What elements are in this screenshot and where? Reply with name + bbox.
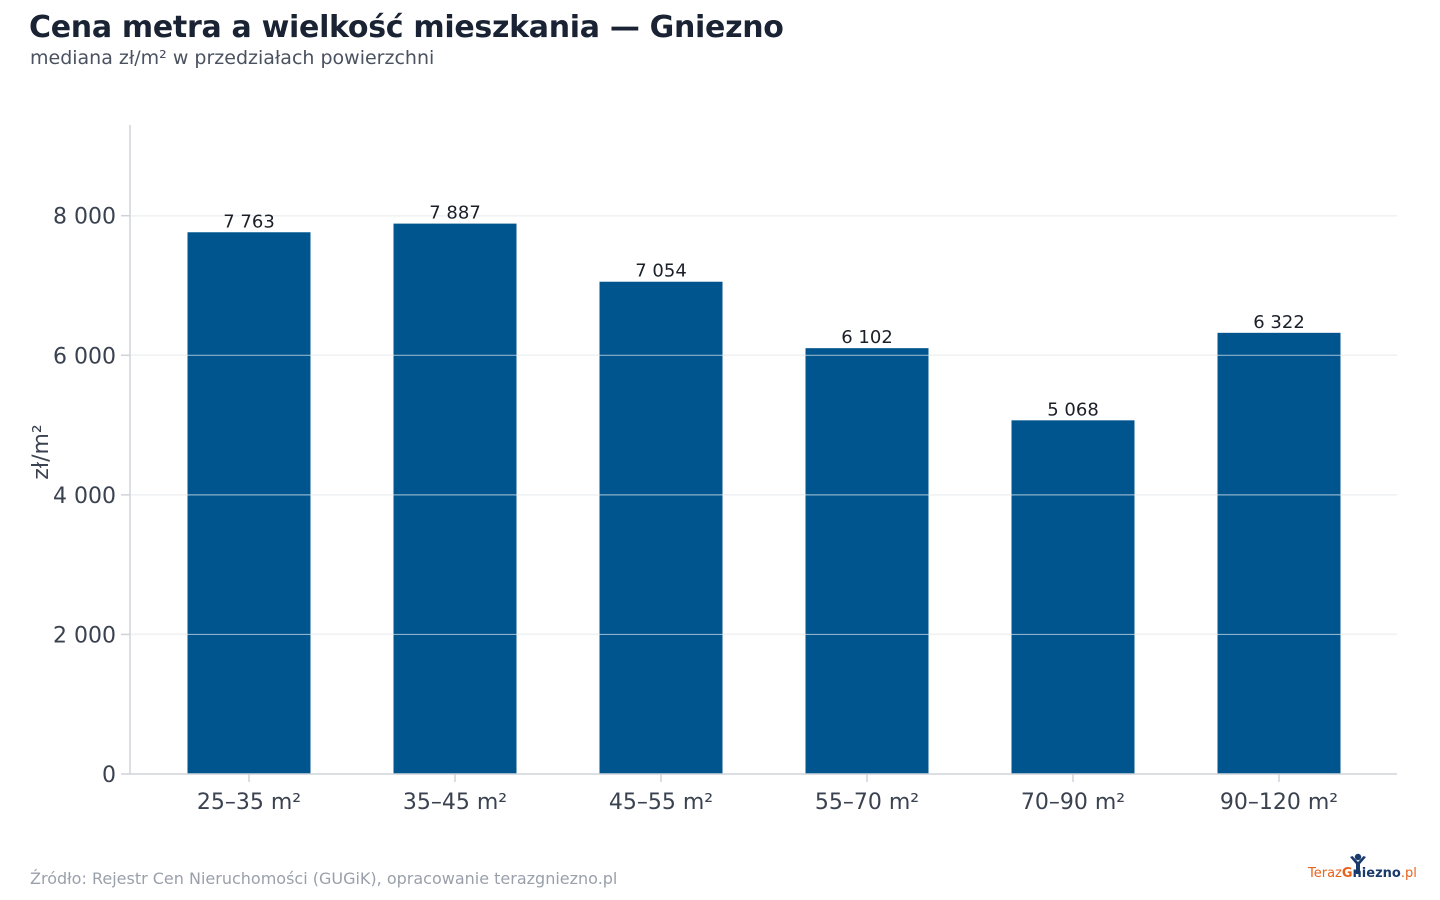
bars	[130, 215, 1397, 774]
logo-text-g: G	[1341, 866, 1353, 881]
bar	[1217, 332, 1341, 774]
logo-text: TerazGniezno.pl	[1308, 866, 1417, 881]
y-tick-label: 6 000	[53, 344, 116, 369]
data-labels: 7 763 7 887 7 054 6 102 5 068 6 322	[223, 203, 1305, 421]
person-raised-arms-icon	[1350, 853, 1366, 874]
bar	[187, 232, 311, 774]
x-tick-label: 55–70 m²	[815, 790, 919, 815]
chart-subtitle: mediana zł/m² w przedziałach powierzchni	[30, 47, 435, 69]
x-tick-label: 35–45 m²	[403, 790, 507, 815]
logo-text-pl: .pl	[1400, 866, 1417, 881]
source-note: Źródło: Rejestr Cen Nieruchomości (GUGiK…	[30, 869, 618, 888]
x-tick-label: 25–35 m²	[197, 790, 301, 815]
bar	[1011, 420, 1135, 774]
data-label: 7 887	[429, 203, 481, 224]
data-label: 7 763	[223, 211, 275, 232]
logo-text-niezno: niezno	[1352, 866, 1401, 881]
bar	[805, 348, 929, 774]
x-tick-label: 90–120 m²	[1220, 790, 1338, 815]
data-label: 6 102	[841, 327, 893, 348]
bar	[599, 281, 723, 774]
gridlines	[130, 214, 1397, 636]
axes: 0 2 000 4 000 6 000 8 000 25–35 m² 35–45 m² 45–…	[53, 125, 1397, 815]
data-label: 7 054	[635, 261, 687, 282]
y-tick-label: 4 000	[53, 484, 116, 509]
chart-title: Cena metra a wielkość mieszkania — Gniez…	[29, 10, 784, 45]
data-label: 6 322	[1253, 312, 1305, 333]
site-logo[interactable]: TerazGniezno.pl	[1308, 853, 1418, 889]
bar	[393, 223, 517, 774]
x-tick-label: 70–90 m²	[1021, 790, 1125, 815]
data-label: 5 068	[1047, 399, 1099, 420]
y-tick-label: 0	[102, 763, 116, 788]
y-tick-label: 2 000	[53, 623, 116, 648]
x-tick-label: 45–55 m²	[609, 790, 713, 815]
y-tick-label: 8 000	[53, 205, 116, 230]
logo-text-teraz: Teraz	[1308, 866, 1342, 881]
